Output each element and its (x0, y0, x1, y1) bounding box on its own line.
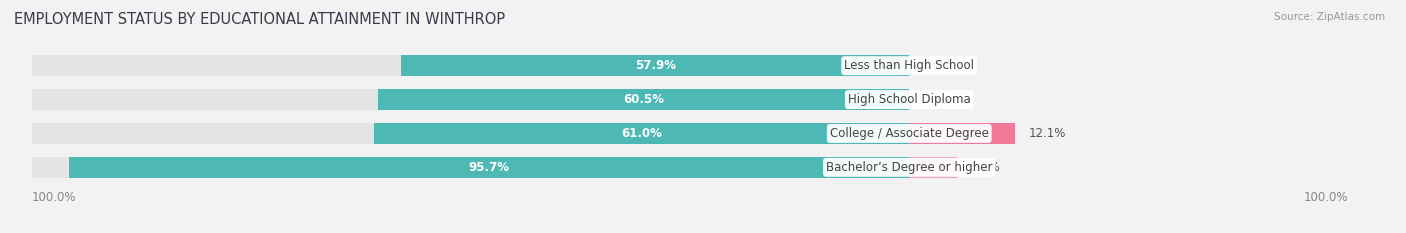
Bar (31, 55, 910, 76)
Text: EMPLOYMENT STATUS BY EDUCATIONAL ATTAINMENT IN WINTHROP: EMPLOYMENT STATUS BY EDUCATIONAL ATTAINM… (14, 12, 505, 27)
Text: 57.9%: 57.9% (634, 59, 676, 72)
Text: College / Associate Degree: College / Associate Degree (830, 127, 988, 140)
Text: 0.0%: 0.0% (922, 93, 952, 106)
Bar (374, 123, 910, 144)
Bar (401, 55, 910, 76)
Bar (31, 89, 910, 110)
Text: 100.0%: 100.0% (1303, 191, 1348, 204)
Bar (31, 157, 910, 178)
Text: 60.5%: 60.5% (623, 93, 664, 106)
Text: High School Diploma: High School Diploma (848, 93, 970, 106)
Bar (378, 89, 910, 110)
Text: 95.7%: 95.7% (468, 161, 510, 174)
Text: 100.0%: 100.0% (31, 191, 76, 204)
Bar (31, 123, 910, 144)
Text: 12.1%: 12.1% (1029, 127, 1066, 140)
Text: 0.0%: 0.0% (922, 59, 952, 72)
Bar (910, 157, 956, 178)
Bar (910, 123, 1015, 144)
Text: Less than High School: Less than High School (844, 59, 974, 72)
Bar (69, 157, 910, 178)
Text: 61.0%: 61.0% (621, 127, 662, 140)
Text: 5.4%: 5.4% (970, 161, 1000, 174)
Text: Source: ZipAtlas.com: Source: ZipAtlas.com (1274, 12, 1385, 22)
Text: Bachelor’s Degree or higher: Bachelor’s Degree or higher (825, 161, 993, 174)
